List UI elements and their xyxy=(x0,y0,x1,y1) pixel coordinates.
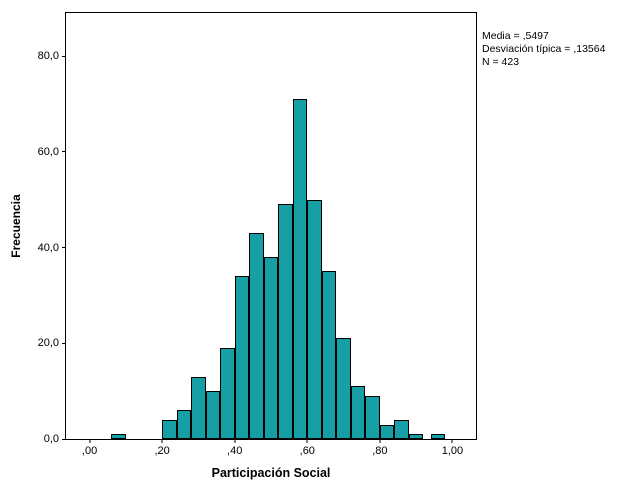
histogram-bar xyxy=(350,386,366,439)
histogram-bar xyxy=(249,233,264,439)
histogram-bar xyxy=(292,99,308,439)
y-tick-mark xyxy=(62,342,66,344)
y-tick-label: 60,0 xyxy=(37,145,59,158)
histogram-bar xyxy=(307,199,322,439)
x-tick-label: ,20 xyxy=(154,445,170,457)
x-tick-label: ,00 xyxy=(81,445,98,457)
stats-n: N = 423 xyxy=(482,56,520,68)
histogram-bar xyxy=(365,395,380,439)
histogram-bar xyxy=(394,419,409,439)
y-tick-label: 80,0 xyxy=(37,50,59,63)
x-tick-mark xyxy=(234,439,236,443)
x-tick-mark xyxy=(379,439,381,443)
histogram-bar xyxy=(234,276,250,439)
x-tick-label: 1,00 xyxy=(441,445,464,457)
histogram-bar xyxy=(379,424,395,439)
y-tick-mark xyxy=(62,438,66,440)
plot-area: ,00 ,20 ,40 ,60 ,80 1,00 0,0 20,0 40,0 60,0 80,0 xyxy=(38,12,477,457)
x-tick-label: ,40 xyxy=(227,445,243,457)
histogram-bar xyxy=(111,434,126,439)
y-tick-mark xyxy=(62,247,66,249)
y-tick-mark xyxy=(62,55,66,57)
y-tick-mark xyxy=(62,151,66,153)
histogram-bar xyxy=(408,434,424,439)
x-tick-mark xyxy=(89,439,91,443)
histogram-bar xyxy=(336,338,351,439)
y-tick-label: 40,0 xyxy=(37,241,59,254)
stats-mean: Media = ,5497 xyxy=(482,30,549,42)
x-tick-mark xyxy=(161,439,163,443)
histogram-bar xyxy=(176,410,192,439)
stats-stddev: Desviación típica = ,13564 xyxy=(482,43,606,55)
stats-block: Media = ,5497 Desviación típica = ,13564… xyxy=(482,30,605,69)
x-tick-label: ,60 xyxy=(299,445,315,457)
y-tick-label: 20,0 xyxy=(37,337,59,350)
histogram-bar xyxy=(278,204,293,439)
histogram-bar xyxy=(321,271,337,439)
x-tick-label: ,80 xyxy=(372,445,388,457)
x-axis-title: Participación Social xyxy=(211,466,331,480)
histogram-bar xyxy=(205,391,221,439)
y-tick-label: 0,0 xyxy=(43,433,59,445)
histogram-bar xyxy=(263,257,279,439)
x-tick-mark xyxy=(451,439,453,443)
x-tick-mark xyxy=(306,439,308,443)
histogram-bar xyxy=(430,434,446,439)
histogram-bar xyxy=(191,376,206,439)
histogram-bar xyxy=(220,348,235,439)
y-axis-title: Frecuencia xyxy=(9,194,23,258)
histogram-bar xyxy=(162,419,177,439)
